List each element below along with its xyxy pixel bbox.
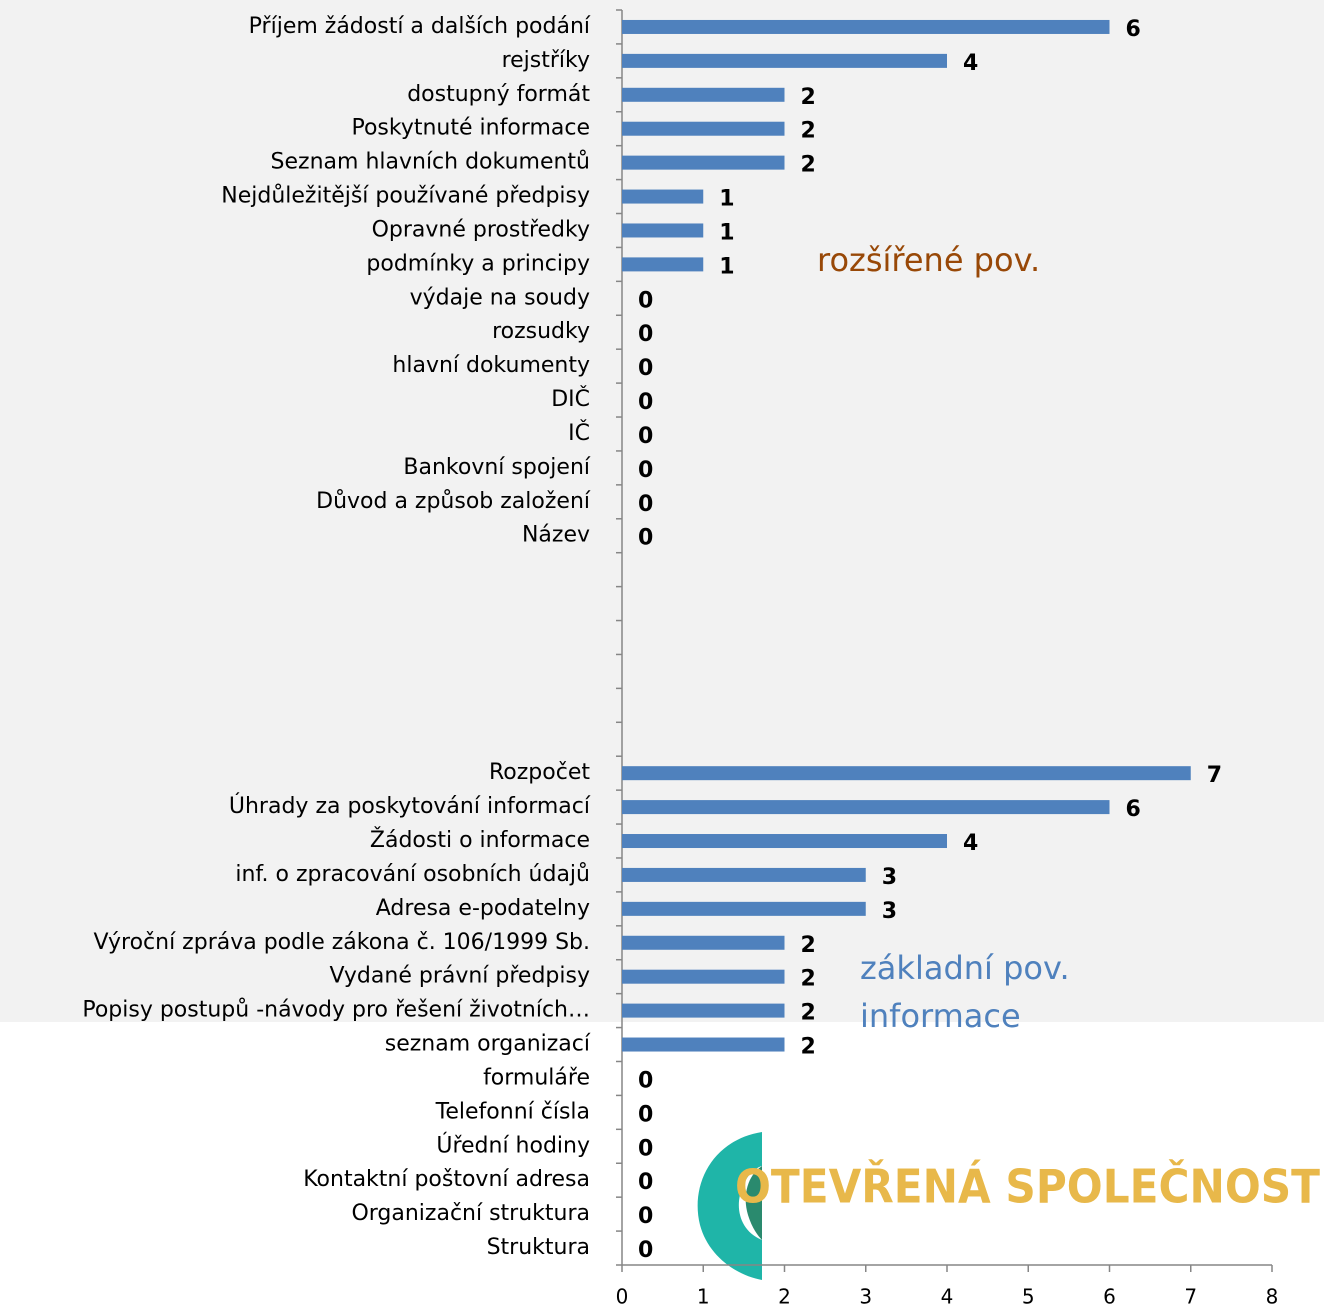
data-label: 0 [638,1238,653,1263]
data-label: 0 [638,288,653,313]
y-tick-label: Úřední hodiny [436,1132,590,1158]
y-tick-label: rozsudky [492,319,590,344]
y-tick-label: podmínky a principy [366,251,590,276]
bar [622,800,1110,815]
y-tick-label: dostupný formát [407,82,590,107]
y-tick-label: DIČ [551,386,590,412]
x-tick-label: 7 [1184,1285,1197,1309]
data-label: 0 [638,458,653,483]
annotation: rozšířené pov. [817,241,1040,279]
bar [622,189,704,204]
y-tick-label: Adresa e-podatelny [376,896,590,921]
y-tick-label: Kontaktní poštovní adresa [303,1167,590,1192]
y-tick-label: Nejdůležitější používané předpisy [221,184,590,209]
data-label: 2 [801,119,816,144]
bar [622,935,785,950]
data-label: 0 [638,356,653,381]
y-tick-label: IČ [568,420,590,446]
x-tick-label: 5 [1022,1285,1035,1309]
bar [622,223,704,238]
y-tick-label: Příjem žádostí a dalších podání [249,14,591,39]
bar [622,766,1191,781]
data-label: 2 [801,85,816,110]
y-tick-label: Rozpočet [489,760,590,785]
x-tick-label: 2 [778,1285,791,1309]
data-label: 0 [638,1204,653,1229]
bar [622,1003,785,1018]
x-tick-label: 3 [859,1285,872,1309]
y-tick-label: Popisy postupů -návody pro řešení životn… [82,998,590,1023]
data-label: 1 [719,254,734,279]
y-tick-label: výdaje na soudy [410,285,590,310]
y-tick-label: Žádosti o informace [370,827,590,853]
y-tick-label: Struktura [487,1235,590,1260]
data-label: 3 [882,899,897,924]
y-tick-label: Opravné prostředky [372,217,590,242]
bar [622,867,866,882]
plot-background [0,0,1324,1022]
y-tick-label: Název [522,523,590,548]
y-tick-label: Telefonní čísla [435,1099,590,1124]
bar [622,19,1110,34]
data-label: 1 [719,187,734,212]
y-tick-label: Poskytnuté informace [351,116,590,141]
data-label: 0 [638,424,653,449]
y-tick-label: Seznam hlavních dokumentů [271,150,590,175]
data-label: 0 [638,1170,653,1195]
y-tick-label: rejstříky [502,48,590,73]
data-label: 0 [638,1068,653,1093]
data-label: 2 [801,153,816,178]
y-tick-label: Úhrady za poskytování informací [229,793,591,819]
data-label: 0 [638,322,653,347]
y-tick-label: seznam organizací [385,1032,591,1057]
logo-text: OTEVŘENÁ SPOLEČNOST [735,1160,1321,1214]
data-label: 2 [801,933,816,958]
y-tick-label: formuláře [483,1065,590,1090]
data-label: 0 [638,1102,653,1127]
data-label: 0 [638,526,653,551]
x-tick-label: 6 [1103,1285,1116,1309]
y-tick-label: hlavní dokumenty [392,353,590,378]
data-label: 7 [1207,763,1222,788]
x-tick-label: 0 [616,1285,629,1309]
data-label: 4 [963,51,978,76]
data-label: 2 [801,967,816,992]
data-label: 6 [1126,17,1141,42]
x-tick-label: 4 [941,1285,954,1309]
y-tick-label: Vydané právní předpisy [329,964,590,989]
bar [622,969,785,984]
bar [622,901,866,916]
data-label: 4 [963,831,978,856]
data-label: 3 [882,865,897,890]
y-tick-label: Důvod a způsob založení [316,489,591,514]
y-tick-label: Výroční zpráva podle zákona č. 106/1999 … [94,930,590,955]
y-tick-label: Organizační struktura [351,1201,590,1226]
data-label: 6 [1126,797,1141,822]
logo-mark [697,1132,762,1280]
bar [622,834,947,849]
data-label: 0 [638,492,653,517]
bar [622,257,704,272]
y-tick-label: inf. o zpracování osobních údajů [235,862,590,887]
annotation: informace [860,997,1021,1035]
x-tick-label: 8 [1266,1285,1279,1309]
y-tick-label: Bankovní spojení [403,455,590,480]
data-label: 0 [638,390,653,415]
x-tick-label: 1 [697,1285,710,1309]
bar [622,155,785,170]
bar [622,1037,785,1052]
annotation: základní pov. [860,949,1070,987]
bar [622,121,785,136]
data-label: 1 [719,220,734,245]
bar [622,87,785,102]
bar [622,53,947,68]
data-label: 2 [801,1035,816,1060]
data-label: 0 [638,1136,653,1161]
data-label: 2 [801,1001,816,1026]
